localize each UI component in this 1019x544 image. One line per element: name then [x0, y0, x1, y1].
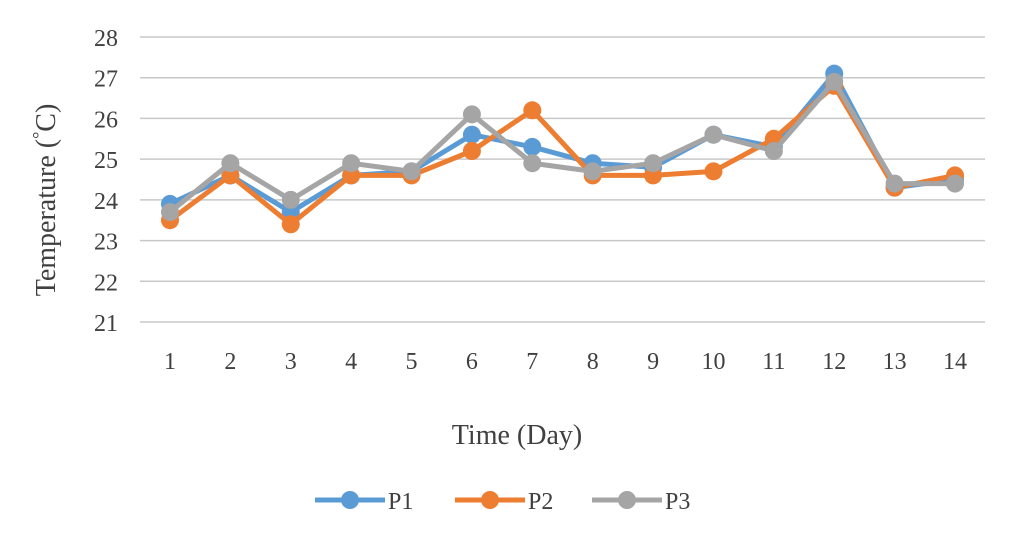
- legend-swatch-marker: [341, 491, 359, 509]
- data-point: [644, 154, 663, 173]
- y-tick-label: 24: [94, 189, 118, 215]
- legend-item-P2: P2: [455, 489, 553, 515]
- data-point: [825, 72, 844, 91]
- x-tick-label: 6: [466, 349, 478, 375]
- legend-label: P3: [665, 489, 690, 515]
- x-tick-label: 11: [762, 349, 785, 375]
- x-tick-label: 10: [701, 349, 725, 375]
- data-point: [462, 125, 481, 144]
- y-tick-label: 23: [94, 230, 118, 256]
- x-tick-label: 5: [406, 349, 418, 375]
- legend-swatch-marker: [481, 491, 499, 509]
- legend-swatch-marker: [618, 491, 636, 509]
- legend-item-P1: P1: [315, 489, 413, 515]
- data-point: [764, 142, 783, 160]
- data-point: [523, 154, 542, 173]
- x-tick-label: 3: [285, 349, 297, 375]
- series-lines: [161, 64, 964, 234]
- y-tick-label: 27: [94, 67, 118, 93]
- y-tick-labels: 21 22 23 24 25 26 27 28: [94, 26, 118, 337]
- data-point: [523, 137, 542, 156]
- data-point: [704, 125, 723, 144]
- data-point: [523, 101, 542, 120]
- y-tick-label: 25: [94, 148, 118, 174]
- y-tick-label: 22: [94, 270, 118, 296]
- legend-label: P1: [388, 489, 413, 515]
- data-point: [221, 154, 240, 173]
- data-point: [462, 105, 481, 124]
- x-axis-label: Time (Day): [452, 420, 582, 451]
- data-point: [281, 190, 300, 209]
- x-tick-label: 9: [647, 349, 659, 375]
- data-point: [161, 203, 179, 222]
- data-point: [342, 154, 361, 173]
- x-tick-label: 4: [345, 349, 357, 375]
- series-P3: [161, 72, 964, 222]
- data-point: [704, 162, 723, 181]
- legend-item-P3: P3: [592, 489, 690, 515]
- gridlines: [140, 36, 985, 323]
- series-line: [168, 71, 956, 215]
- x-tick-label: 7: [526, 349, 538, 375]
- y-tick-label: 21: [94, 311, 118, 337]
- x-tick-label: 1: [164, 349, 176, 375]
- y-tick-label: 28: [94, 26, 118, 52]
- data-point: [946, 174, 964, 193]
- legend-label: P2: [528, 489, 553, 515]
- x-tick-label: 12: [822, 349, 846, 375]
- x-tick-label: 14: [943, 349, 967, 375]
- data-point: [885, 174, 904, 193]
- x-tick-label: 2: [224, 349, 236, 375]
- data-point: [583, 162, 602, 181]
- data-point: [462, 142, 481, 160]
- data-point: [402, 162, 421, 181]
- legend: P1 P2 P3: [315, 489, 690, 515]
- x-tick-label: 8: [587, 349, 599, 375]
- series-line: [168, 79, 955, 215]
- y-tick-label: 26: [94, 107, 118, 133]
- x-tick-labels: 1 2 3 4 5 6 7 8 9 10 11 12 13 14: [164, 349, 967, 375]
- y-axis-label: Temperature (°C): [29, 104, 62, 297]
- x-tick-label: 13: [883, 349, 907, 375]
- data-point: [281, 215, 300, 234]
